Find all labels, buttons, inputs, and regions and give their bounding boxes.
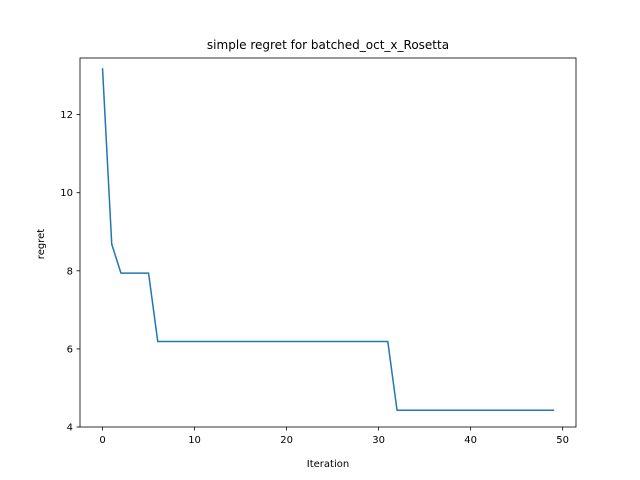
y-tick-label: 6 <box>67 344 73 355</box>
y-tick-label: 8 <box>67 266 73 277</box>
x-axis-label: Iteration <box>307 459 349 470</box>
y-tick-label: 4 <box>67 423 73 434</box>
chart-title: simple regret for batched_oct_x_Rosetta <box>207 38 449 52</box>
x-tick-label: 40 <box>464 435 477 446</box>
axes-frame <box>79 57 577 428</box>
series-line-0 <box>101 68 555 411</box>
y-axis-label: regret <box>36 229 47 259</box>
x-tick-label: 30 <box>372 435 385 446</box>
x-tick-label: 0 <box>99 435 105 446</box>
x-tick-label: 20 <box>280 435 293 446</box>
x-tick-label: 50 <box>556 435 569 446</box>
x-tick-label: 10 <box>188 435 201 446</box>
y-tick-label: 12 <box>60 110 73 121</box>
plot-area: 0 10 20 30 40 50 4 6 8 10 12 <box>60 57 577 446</box>
y-tick-label: 10 <box>60 188 73 199</box>
